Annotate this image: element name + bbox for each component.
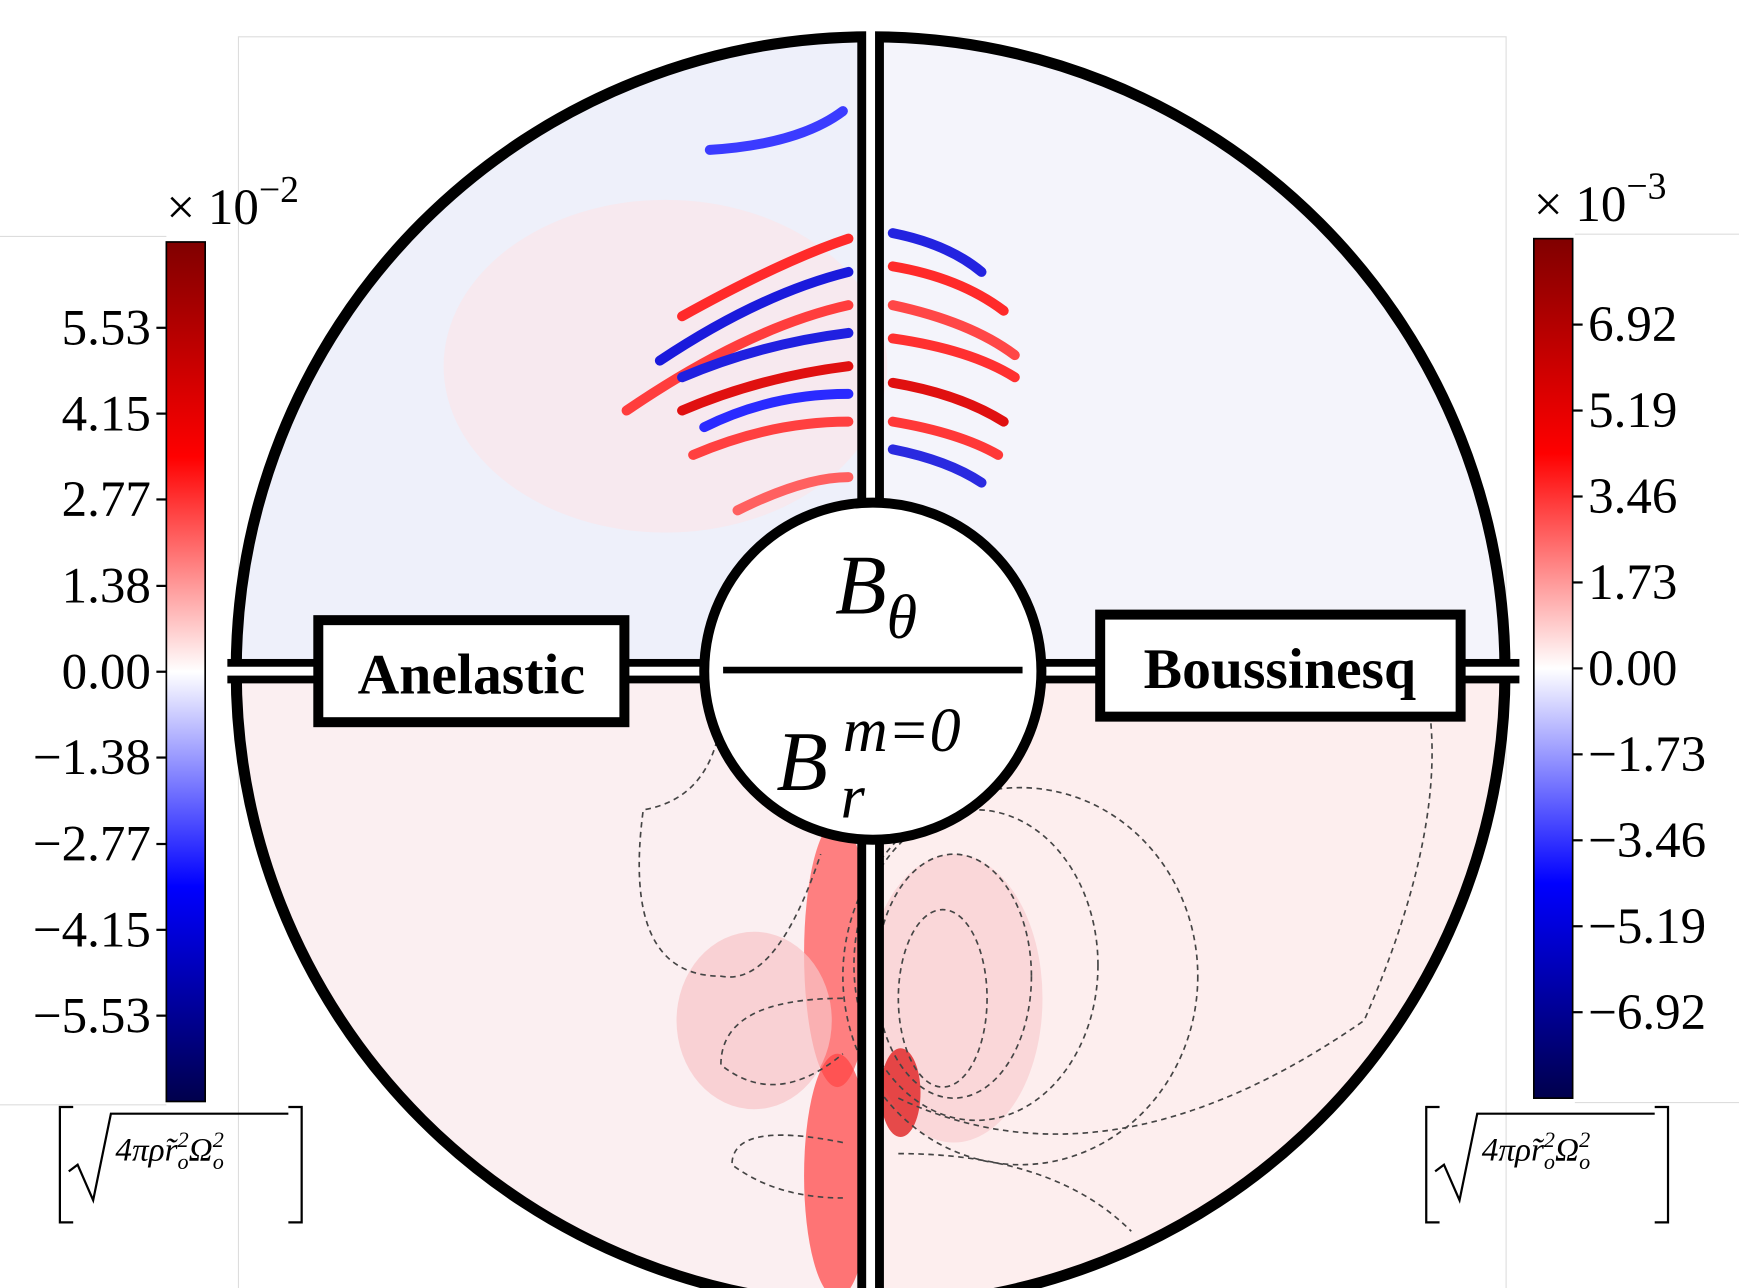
tick-label: −1.73 <box>1588 727 1706 783</box>
unit-sub: o <box>178 1149 189 1174</box>
unit-part: Ω <box>1555 1131 1579 1168</box>
tick-label: 2.77 <box>62 472 151 528</box>
tick-label: −4.15 <box>33 902 151 958</box>
superscript: m=0 <box>843 697 961 765</box>
subscript: θ <box>887 584 918 652</box>
unit-label: 4πρ̃ro2Ωo2 <box>115 1127 223 1174</box>
unit-part: Ω <box>189 1131 213 1168</box>
subscript: r <box>841 764 866 832</box>
tick-label: 0.00 <box>62 644 151 700</box>
panel-label: Boussinesq <box>1144 638 1416 701</box>
page: Bθ Brm=0 Anelastic Boussinesq 5.53 4.15 2.… <box>0 0 1739 1288</box>
tick-label: −5.19 <box>1588 899 1706 955</box>
unit-sub: o <box>1579 1149 1590 1174</box>
tick-label: 1.73 <box>1588 555 1677 611</box>
unit-sup: 2 <box>1579 1127 1590 1152</box>
multiplier-exponent: −3 <box>1626 166 1666 208</box>
figure: Bθ Brm=0 Anelastic Boussinesq 5.53 4.15 2.… <box>0 0 1739 1288</box>
tick-label: 3.46 <box>1588 469 1677 525</box>
field-patch <box>881 1048 921 1137</box>
unit-part: 4πρ̃r <box>115 1131 178 1168</box>
colorbar <box>1534 239 1573 1099</box>
symbol: B <box>835 540 886 633</box>
unit-part: 4πρ̃r <box>1482 1131 1545 1168</box>
tick-label: −5.53 <box>33 988 151 1044</box>
tick-label: −2.77 <box>33 817 151 873</box>
unit-label: 4πρ̃ro2Ωo2 <box>1482 1127 1590 1174</box>
symbol: B <box>776 716 827 809</box>
unit-sub: o <box>1544 1149 1555 1174</box>
tick-label: 0.00 <box>1588 641 1677 697</box>
multiplier-base: × 10 <box>1534 177 1627 233</box>
panel-label: Anelastic <box>358 643 585 706</box>
tick-label: 4.15 <box>62 386 151 442</box>
unit-sup: 2 <box>178 1127 189 1152</box>
tick-label: 5.53 <box>62 300 151 356</box>
unit-sup: 2 <box>213 1127 224 1152</box>
colorbar <box>166 242 205 1102</box>
tick-label: −1.38 <box>33 730 151 786</box>
multiplier-base: × 10 <box>166 180 259 236</box>
multiplier-exponent: −2 <box>259 169 299 211</box>
tick-label: 6.92 <box>1588 297 1677 353</box>
unit-sup: 2 <box>1544 1127 1555 1152</box>
tick-label: 1.38 <box>62 559 151 615</box>
unit-sub: o <box>213 1149 224 1174</box>
tick-label: 5.19 <box>1588 383 1677 439</box>
tick-label: −6.92 <box>1588 985 1706 1041</box>
tick-label: −3.46 <box>1588 813 1706 869</box>
